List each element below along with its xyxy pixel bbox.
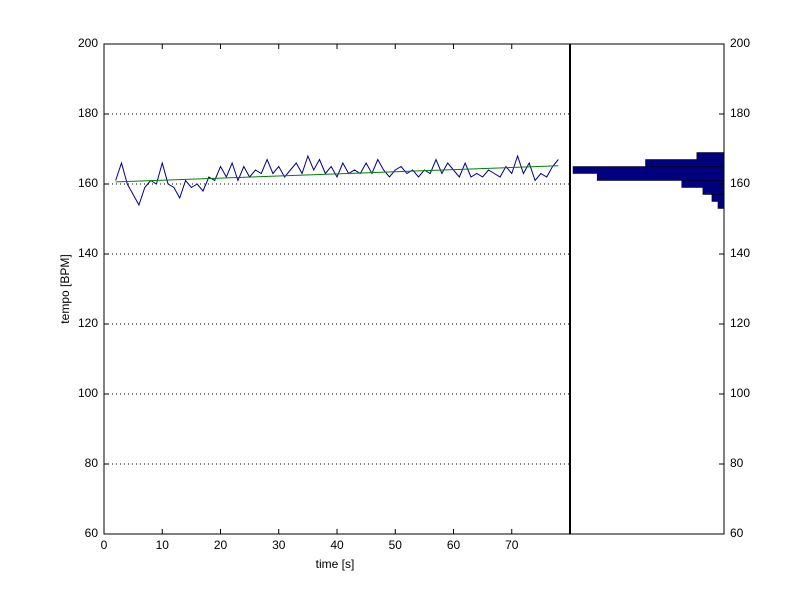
histogram-bar [572, 166, 725, 174]
axes-frame [103, 43, 725, 535]
x-tick-label: 70 [505, 538, 519, 552]
x-axis-label: time [s] [316, 557, 355, 571]
x-tick-label: 10 [156, 538, 170, 552]
y-tick-label: 200 [78, 36, 98, 50]
x-tick-label: 30 [272, 538, 286, 552]
y-tick-label: 140 [78, 246, 98, 260]
y-tick-label: 100 [78, 386, 98, 400]
y2-tick-label: 140 [730, 246, 750, 260]
y-tick-label: 120 [78, 316, 98, 330]
histogram-bar [596, 173, 725, 181]
histogram-bar [645, 159, 725, 167]
y2-tick-label: 120 [730, 316, 750, 330]
y2-tick-label: 80 [730, 456, 744, 470]
histogram-bar [681, 180, 725, 188]
series-line [115, 154, 559, 207]
y2-tick-label: 60 [730, 526, 744, 540]
axes-background [104, 44, 724, 534]
y2-tick-label: 200 [730, 36, 750, 50]
histogram-bar [717, 201, 725, 209]
x-tick-label: 0 [101, 538, 108, 552]
y2-tick-label: 100 [730, 386, 750, 400]
x-tick-label: 40 [330, 538, 344, 552]
series-line [115, 165, 559, 183]
histogram-bar [711, 194, 725, 202]
histogram-bar [696, 152, 725, 160]
y2-tick-label: 160 [730, 176, 750, 190]
y-tick-label: 60 [85, 526, 99, 540]
y2-tick-label: 180 [730, 106, 750, 120]
y-tick-label: 180 [78, 106, 98, 120]
x-tick-label: 60 [447, 538, 461, 552]
y-axis-label: tempo [BPM] [58, 254, 72, 323]
x-tick-label: 20 [214, 538, 228, 552]
y-tick-label: 80 [85, 456, 99, 470]
histogram-bar [702, 187, 725, 195]
y-tick-label: 160 [78, 176, 98, 190]
x-tick-label: 50 [389, 538, 403, 552]
